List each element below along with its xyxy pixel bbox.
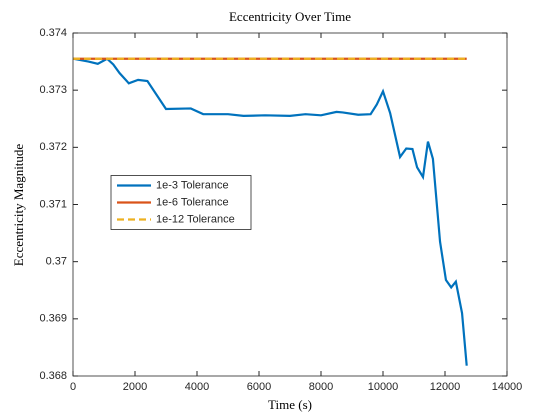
x-tick-label: 10000 xyxy=(368,381,399,393)
y-tick-label: 0.371 xyxy=(39,198,67,210)
x-tick-label: 14000 xyxy=(492,381,523,393)
y-tick-label: 0.374 xyxy=(39,27,67,39)
series-line xyxy=(72,57,468,366)
legend-label: 1e-6 Tolerance xyxy=(156,196,229,208)
y-tick-label: 0.373 xyxy=(39,84,67,96)
x-tick-label: 4000 xyxy=(185,381,209,393)
x-axis-label: Time (s) xyxy=(268,397,312,412)
x-tick-label: 8000 xyxy=(309,381,333,393)
y-tick-label: 0.37 xyxy=(46,256,67,268)
y-tick-label: 0.369 xyxy=(39,313,67,325)
legend-label: 1e-12 Tolerance xyxy=(156,213,235,225)
x-tick-label: 6000 xyxy=(247,381,271,393)
chart-title: Eccentricity Over Time xyxy=(229,9,351,24)
y-tick-label: 0.372 xyxy=(39,141,67,153)
y-tick-label: 0.368 xyxy=(39,370,67,382)
x-tick-label: 12000 xyxy=(430,381,461,393)
y-axis-label: Eccentricity Magnitude xyxy=(11,144,26,267)
x-tick-label: 2000 xyxy=(123,381,147,393)
legend-label: 1e-3 Tolerance xyxy=(156,179,229,191)
x-tick-label: 0 xyxy=(70,381,76,393)
axes-box xyxy=(72,32,508,377)
